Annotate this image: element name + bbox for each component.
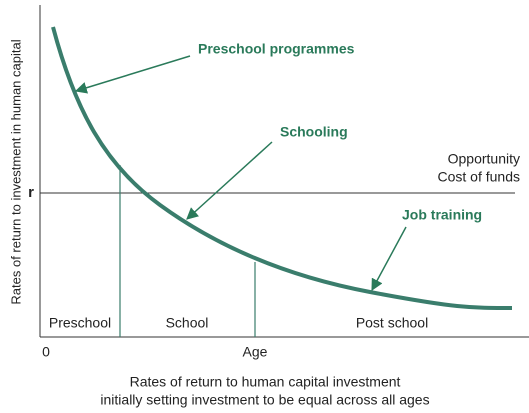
annotation: Job training: [402, 207, 482, 223]
x-axis-label: Age: [243, 344, 268, 360]
arrow: [186, 141, 273, 220]
origin-label: 0: [42, 344, 50, 360]
arrow: [74, 55, 191, 94]
annotation: Preschool programmes: [198, 41, 355, 57]
return-curve: [51, 26, 513, 310]
stage-label: School: [166, 315, 209, 331]
caption: initially setting investment to be equal…: [100, 392, 429, 408]
stage-label: Post school: [356, 315, 428, 331]
arrow: [371, 226, 407, 292]
r-label: r: [28, 184, 34, 201]
stage-label: Preschool: [49, 315, 111, 331]
annotation: Schooling: [280, 124, 348, 140]
y-axis-label: Rates of return to investment in human c…: [8, 39, 23, 304]
caption: Rates of return to human capital investm…: [130, 374, 401, 390]
line-label: Cost of funds: [438, 169, 521, 185]
line-label: Opportunity: [448, 151, 520, 167]
